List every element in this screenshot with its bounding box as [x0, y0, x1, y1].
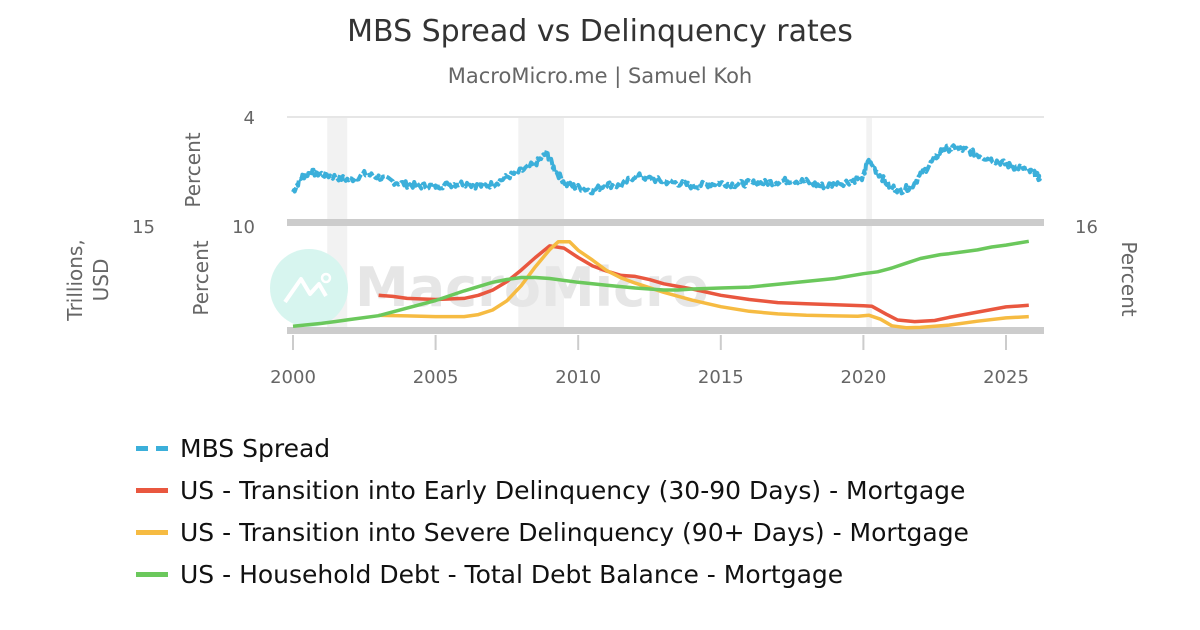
x-axis: 2000 2005 2010 2015 2020 2025 — [270, 335, 1029, 388]
x-tick-label: 2015 — [698, 367, 744, 388]
top-left-top-tick: 4 — [244, 108, 255, 129]
legend-label: MBS Spread — [180, 433, 331, 463]
legend: MBS Spread US - Transition into Early De… — [136, 427, 969, 595]
bottom-left-inner-top-tick: 10 — [232, 217, 255, 238]
series-line — [378, 244, 1029, 324]
bottom-panel-baseline — [287, 327, 1044, 334]
x-tick-label: 2000 — [270, 367, 316, 388]
legend-item-household-debt[interactable]: US - Household Debt - Total Debt Balance… — [136, 553, 969, 595]
panel-separator — [287, 219, 1044, 226]
line-swatch-icon — [136, 571, 168, 577]
series-lines — [291, 143, 1042, 330]
chart-subtitle: MacroMicro.me | Samuel Koh — [447, 64, 753, 88]
series-line — [291, 143, 1042, 196]
watermark-logo-mark-icon — [283, 277, 328, 304]
bottom-left-outer-axis-name-line2: USD — [89, 259, 113, 302]
x-tick-label: 2005 — [413, 367, 459, 388]
legend-label: US - Transition into Severe Delinquency … — [180, 517, 969, 547]
x-tick-label: 2025 — [983, 367, 1029, 388]
line-swatch-icon — [136, 529, 168, 535]
top-left-axis-name: Percent — [181, 132, 205, 207]
series-line — [292, 239, 1030, 328]
legend-label: US - Household Debt - Total Debt Balance… — [180, 559, 844, 589]
bottom-left-outer-axis-name-line1: Trillions, — [63, 239, 87, 321]
bottom-left-outer-top-tick: 15 — [132, 217, 155, 238]
bottom-right-axis-name: Percent — [1117, 241, 1141, 316]
dashed-line-swatch-icon — [136, 445, 168, 451]
legend-item-severe-delinquency[interactable]: US - Transition into Severe Delinquency … — [136, 511, 969, 553]
legend-label: US - Transition into Early Delinquency (… — [180, 475, 966, 505]
chart-title: MBS Spread vs Delinquency rates — [347, 14, 853, 49]
legend-item-mbs-spread[interactable]: MBS Spread — [136, 427, 969, 469]
x-tick-label: 2020 — [840, 367, 886, 388]
bottom-right-top-tick: 16 — [1075, 217, 1098, 238]
x-tick-label: 2010 — [555, 367, 601, 388]
bottom-left-inner-axis-name: Percent — [189, 240, 213, 315]
legend-item-early-delinquency[interactable]: US - Transition into Early Delinquency (… — [136, 469, 969, 511]
watermark-logo-icon — [270, 249, 348, 327]
chart-canvas: MacroMicro 2000 2005 2010 2015 2020 2025 4 Pe… — [63, 108, 1141, 388]
line-swatch-icon — [136, 487, 168, 493]
